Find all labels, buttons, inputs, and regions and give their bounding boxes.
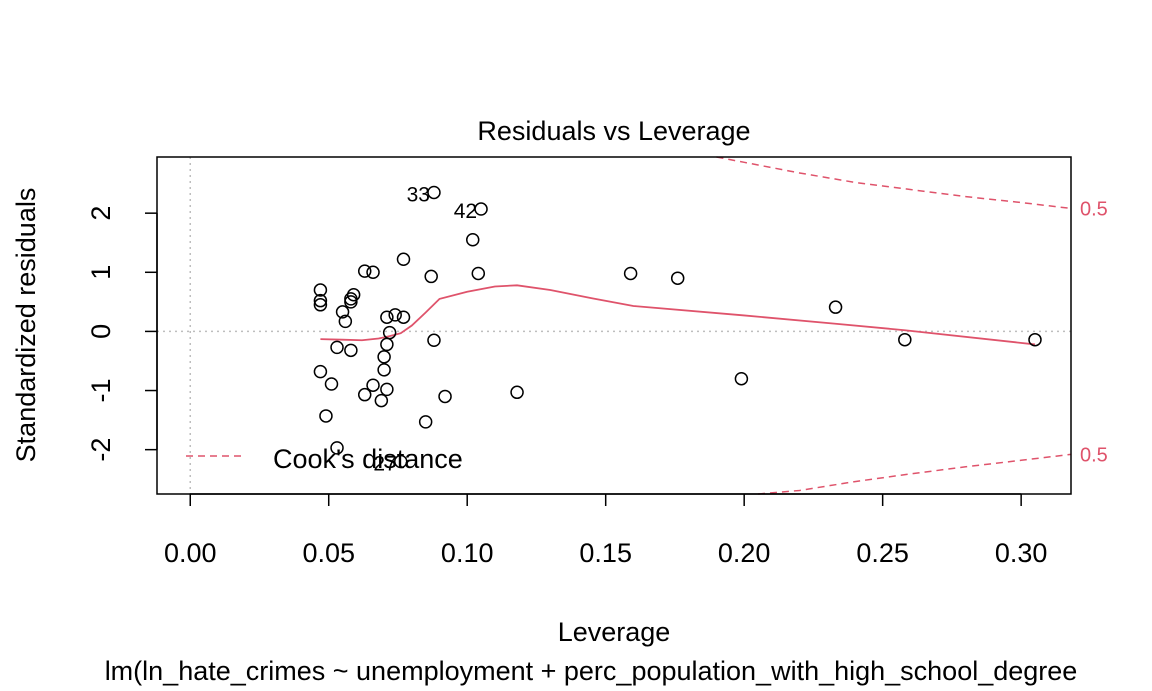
reference-lines xyxy=(157,157,1071,494)
x-tick-label: 0.20 xyxy=(718,538,771,568)
y-tick-label: -2 xyxy=(86,438,116,462)
data-point xyxy=(338,314,353,329)
smooth-line xyxy=(320,284,1036,346)
cooks-contour-labels: 0.5 0.5 xyxy=(1080,198,1108,466)
data-point xyxy=(319,409,333,423)
legend: Cook's distance xyxy=(186,444,463,474)
data-point xyxy=(427,333,441,348)
data-point xyxy=(344,343,358,358)
data-point xyxy=(330,441,344,455)
data-point xyxy=(510,385,524,400)
model-formula-caption: lm(ln_hate_crimes ~ unemployment + perc_… xyxy=(105,656,1078,686)
data-point xyxy=(357,387,372,402)
data-point xyxy=(377,350,391,364)
data-point xyxy=(623,266,638,281)
data-point xyxy=(828,300,843,314)
data-point xyxy=(388,308,402,322)
data-point xyxy=(465,233,480,247)
data-point xyxy=(313,283,328,297)
cooks-contour-label: 0.5 xyxy=(1080,444,1108,466)
data-point xyxy=(474,202,488,216)
data-point xyxy=(313,364,328,379)
y-tick-label: 0 xyxy=(86,324,116,339)
y-tick-label: 1 xyxy=(86,265,116,280)
data-point xyxy=(377,363,391,377)
data-point xyxy=(357,264,372,278)
x-tick-label: 0.30 xyxy=(995,538,1048,568)
data-points xyxy=(313,185,1042,469)
x-tick-label: 0.10 xyxy=(441,538,494,568)
cooks-distance-contours xyxy=(716,156,1072,495)
point-label: 33 xyxy=(407,183,430,206)
legend-cooks-distance-label: Cook's distance xyxy=(273,444,463,474)
data-point xyxy=(427,185,441,200)
data-point xyxy=(324,377,339,391)
data-point xyxy=(374,393,389,408)
data-point xyxy=(335,305,350,319)
data-point xyxy=(438,389,452,404)
y-axis: -2 -1 0 1 2 xyxy=(86,206,158,462)
data-point xyxy=(1028,332,1042,347)
data-point xyxy=(313,298,328,312)
y-tick-label: 2 xyxy=(86,206,116,221)
data-point xyxy=(396,252,411,267)
cooks-contour-line-2 xyxy=(757,453,1072,495)
x-tick-label: 0.15 xyxy=(579,538,632,568)
data-point xyxy=(380,337,394,352)
data-point xyxy=(366,378,380,392)
y-axis-title: Standardized residuals xyxy=(11,188,41,463)
data-point xyxy=(396,310,411,324)
y-tick-label: -1 xyxy=(86,379,116,403)
data-point xyxy=(670,271,685,285)
cooks-contour-line-1 xyxy=(716,156,1072,210)
point-labels: 33 42 27 xyxy=(373,183,477,475)
data-point xyxy=(471,266,486,281)
data-point xyxy=(330,340,344,355)
data-point xyxy=(346,288,361,302)
data-point xyxy=(418,415,433,429)
data-point xyxy=(344,295,358,309)
data-point xyxy=(313,293,328,308)
data-point xyxy=(393,454,408,469)
x-tick-label: 0.00 xyxy=(164,538,217,568)
data-point xyxy=(898,332,912,347)
x-tick-label: 0.05 xyxy=(302,538,355,568)
chart-title: Residuals vs Leverage xyxy=(477,116,750,146)
data-point xyxy=(424,269,438,284)
cooks-contour-label: 0.5 xyxy=(1080,198,1108,220)
data-point xyxy=(380,382,394,397)
point-label: 27 xyxy=(373,452,396,475)
x-tick-label: 0.25 xyxy=(856,538,909,568)
data-point xyxy=(734,371,749,386)
x-axis: 0.00 0.05 0.10 0.15 0.20 0.25 0.30 xyxy=(164,493,1048,568)
smooth-trend-line xyxy=(320,284,1036,346)
data-point xyxy=(380,310,394,324)
x-axis-title: Leverage xyxy=(558,617,671,647)
point-label: 42 xyxy=(454,200,477,223)
data-point xyxy=(366,265,380,280)
